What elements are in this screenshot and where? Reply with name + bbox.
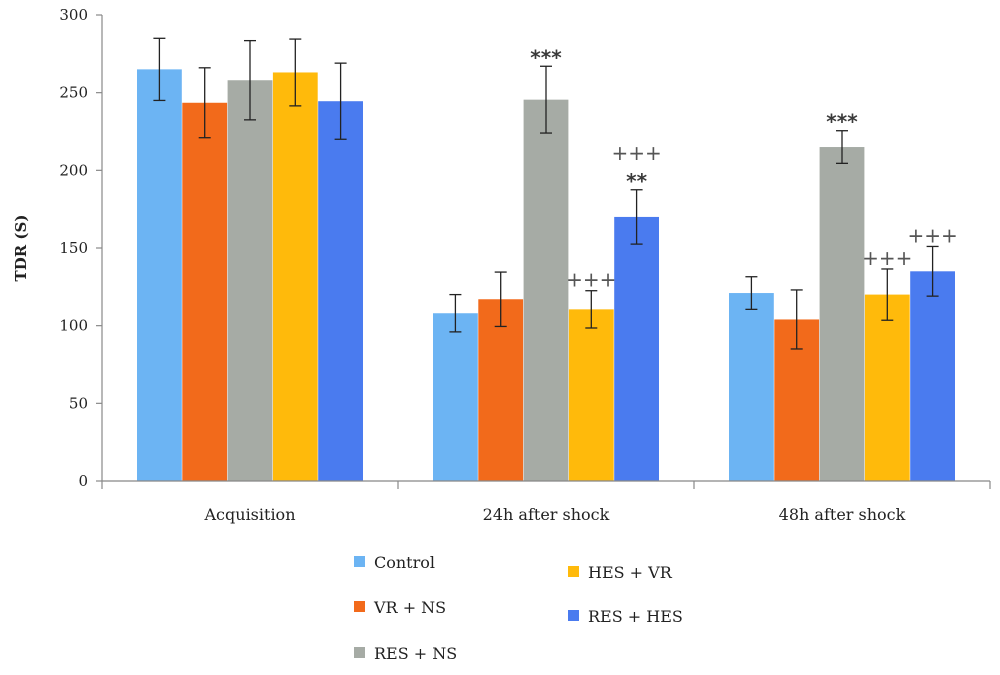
bar	[227, 80, 273, 482]
legend-label: Control	[374, 553, 435, 572]
bar	[910, 271, 955, 481]
y-tick-label: 0	[78, 472, 88, 490]
significance-stars: ***	[530, 45, 562, 69]
significance-annotations: ***+++**+++***++++++	[530, 45, 957, 291]
significance-plus: +++	[611, 141, 661, 165]
bars-layer	[137, 69, 955, 482]
bar	[318, 101, 363, 482]
legend-label: HES + VR	[588, 563, 673, 582]
y-tick-label: 200	[59, 161, 88, 179]
legend-label: RES + HES	[588, 607, 683, 626]
legend-swatch	[354, 601, 365, 612]
x-category-label: 24h after shock	[483, 505, 610, 524]
bar	[568, 309, 614, 481]
bar	[182, 102, 228, 481]
legend-swatch	[568, 566, 579, 577]
y-tick-label: 100	[59, 317, 88, 335]
y-ticks: 0 50 100 150 200 250 300	[59, 6, 102, 490]
y-tick-label: 300	[59, 6, 88, 24]
bar	[523, 99, 569, 481]
y-tick-label: 150	[59, 239, 88, 257]
significance-stars: **	[626, 169, 647, 193]
x-category-label: 48h after shock	[779, 505, 906, 524]
x-category-label: Acquisition	[204, 505, 296, 524]
bar	[614, 216, 659, 481]
legend-swatch	[354, 647, 365, 658]
bar	[478, 299, 524, 481]
bar	[137, 69, 182, 481]
legend-label: RES + NS	[374, 644, 457, 663]
significance-plus: +++	[566, 268, 616, 292]
significance-plus: +++	[907, 223, 957, 247]
bar	[864, 294, 910, 481]
error-bars-layer	[153, 37, 939, 350]
legend-swatch	[568, 610, 579, 621]
y-axis-label: TDR (S)	[12, 215, 30, 282]
legend-label: VR + NS	[373, 598, 446, 617]
x-categories: Acquisition 24h after shock 48h after shoc…	[101, 481, 991, 524]
y-tick-label: 50	[69, 394, 88, 412]
significance-stars: ***	[826, 110, 858, 134]
significance-plus: +++	[862, 246, 912, 270]
legend: Control VR + NS RES + NS HES + VR RES + HES	[354, 553, 683, 663]
legend-swatch	[354, 556, 365, 567]
bar	[433, 313, 478, 481]
bar	[729, 293, 774, 481]
bar	[272, 72, 318, 482]
y-tick-label: 250	[59, 84, 88, 102]
bar	[819, 147, 865, 482]
